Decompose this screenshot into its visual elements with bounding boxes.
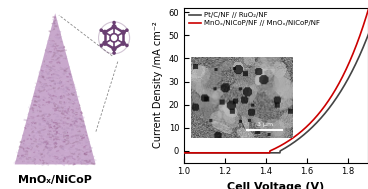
Pt/C/NF // RuO₂/NF [295, 139, 299, 141]
Circle shape [112, 24, 117, 29]
Circle shape [125, 28, 129, 32]
MnOₓ/NiCoP/NF // MnOₓ/NiCoP/NF [290, 137, 294, 140]
Circle shape [99, 28, 103, 32]
MnOₓ/NiCoP/NF // MnOₓ/NiCoP/NF [295, 134, 299, 136]
Circle shape [102, 41, 107, 46]
Line: MnOₓ/NiCoP/NF // MnOₓ/NiCoP/NF: MnOₓ/NiCoP/NF // MnOₓ/NiCoP/NF [184, 4, 368, 153]
Circle shape [112, 51, 116, 55]
Circle shape [110, 34, 118, 42]
Legend: Pt/C/NF // RuO₂/NF, MnOₓ/NiCoP/NF // MnOₓ/NiCoP/NF: Pt/C/NF // RuO₂/NF, MnOₓ/NiCoP/NF // MnO… [187, 11, 322, 28]
Circle shape [112, 21, 116, 24]
MnOₓ/NiCoP/NF // MnOₓ/NiCoP/NF [182, 152, 186, 154]
Circle shape [112, 46, 117, 51]
Line: Pt/C/NF // RuO₂/NF: Pt/C/NF // RuO₂/NF [184, 30, 368, 153]
MnOₓ/NiCoP/NF // MnOₓ/NiCoP/NF [323, 104, 327, 107]
MnOₓ/NiCoP/NF // MnOₓ/NiCoP/NF [193, 152, 198, 154]
Text: MnOₓ/NiCoP: MnOₓ/NiCoP [18, 175, 92, 185]
MnOₓ/NiCoP/NF // MnOₓ/NiCoP/NF [300, 129, 305, 132]
Circle shape [99, 43, 103, 47]
Pt/C/NF // RuO₂/NF [300, 135, 305, 137]
Pt/C/NF // RuO₂/NF [342, 84, 346, 87]
Pt/C/NF // RuO₂/NF [193, 152, 198, 154]
Circle shape [121, 30, 126, 35]
X-axis label: Cell Voltage (V): Cell Voltage (V) [227, 182, 325, 189]
Pt/C/NF // RuO₂/NF [323, 112, 327, 114]
Pt/C/NF // RuO₂/NF [182, 152, 186, 154]
Circle shape [102, 30, 107, 35]
Polygon shape [15, 13, 96, 164]
Circle shape [121, 41, 126, 46]
MnOₓ/NiCoP/NF // MnOₓ/NiCoP/NF [342, 72, 346, 74]
Pt/C/NF // RuO₂/NF [290, 143, 294, 145]
Y-axis label: Current Density /mA cm⁻²: Current Density /mA cm⁻² [153, 22, 163, 148]
Circle shape [125, 43, 129, 47]
